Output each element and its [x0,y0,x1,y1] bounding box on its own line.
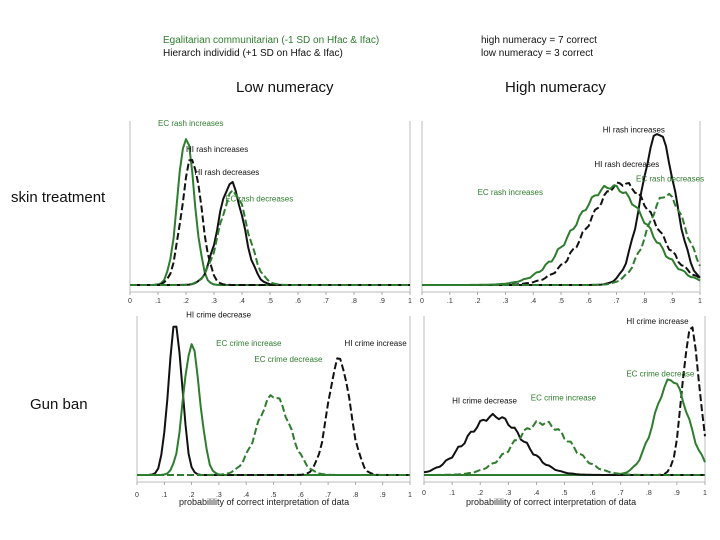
x-tick-label: 0 [135,492,139,499]
x-tick-label: .8 [641,298,647,305]
series-line-ec-rash-decreases [422,192,701,286]
series-line-ec-rash-increases [130,138,410,286]
series-line-ec-crime-decrease [137,394,410,476]
x-tick-label: 1 [408,298,412,305]
x-tick-label: 0 [128,298,132,305]
annotation-hi-rash-decreases: HI rash decreases [194,168,259,177]
legend-ec-label: Egalitarian communitarian (-1 SD on Hfac… [163,35,380,46]
series-line-hi-rash-increases [422,133,701,286]
x-tick-label: .5 [267,298,273,305]
legend-hi-label: Hierarch individid (+1 SD on Hfac & Ifac… [163,48,343,59]
x-tick-label: 0 [422,490,426,497]
series-line-hi-rash-decreases [422,181,701,286]
x-tick-label: .9 [674,490,680,497]
x-tick-label: .4 [533,490,539,497]
x-tick-label: .6 [590,490,596,497]
x-tick-label: .3 [216,492,222,499]
row-label-gun-ban: Gun ban [30,396,88,413]
x-tick-label: .2 [189,492,195,499]
legend-right: high numeracy = 7 correct low numeracy =… [481,34,597,60]
x-tick-label: .1 [155,298,161,305]
x-tick-label: .1 [447,298,453,305]
x-tick-label: .9 [380,492,386,499]
annotation-ec-rash-increases: EC rash increases [158,119,223,128]
legend-left: Egalitarian communitarian (-1 SD on Hfac… [163,34,379,60]
x-tick-label: .6 [298,492,304,499]
x-tick-label: .4 [243,492,249,499]
row-label-skin-treatment: skin treatment [11,189,106,206]
x-tick-label: .7 [618,490,624,497]
x-tick-label: .4 [239,298,245,305]
legend-high-numeracy: high numeracy = 7 correct [481,35,597,46]
annotation-hi-crime-decrease: HI crime decrease [452,396,517,405]
panel-frame-2 [421,121,701,293]
x-tick-label: .6 [586,298,592,305]
series-line-ec-crime-increase [424,420,705,476]
x-axis-label-right: probabilility of correct interpretation … [466,497,637,507]
column-title-low-numeracy: Low numeracy [236,79,334,96]
x-tick-label: .3 [502,298,508,305]
annotation-hi-crime-increase: HI crime increase [626,317,689,326]
x-tick-label: .1 [449,490,455,497]
x-tick-label: .5 [271,492,277,499]
x-tick-label: .8 [351,298,357,305]
annotation-hi-crime-decrease: HI crime decrease [186,311,251,320]
series-line-hi-crime-decrease [137,325,410,476]
annotation-hi-rash-increases: HI rash increases [186,145,248,154]
series-line-hi-rash-increases [130,159,410,286]
series-line-hi-crime-increase [137,357,410,476]
annotation-ec-crime-increase: EC crime increase [531,393,597,402]
annotation-hi-rash-decreases: HI rash decreases [594,160,659,169]
x-tick-label: .7 [325,492,331,499]
annotation-ec-crime-decrease: EC crime decrease [626,369,695,378]
series-line-ec-crime-decrease [424,378,706,476]
annotation-hi-rash-increases: HI rash increases [603,125,665,134]
column-title-high-numeracy: High numeracy [505,79,606,96]
x-tick-label: 0 [420,298,424,305]
x-tick-label: .1 [161,492,167,499]
x-tick-label: .7 [323,298,329,305]
x-tick-label: .3 [211,298,217,305]
annotation-ec-rash-decreases: EC rash decreases [636,175,704,184]
annotation-hi-crime-increase: HI crime increase [344,339,407,348]
x-tick-label: .6 [295,298,301,305]
x-tick-label: .2 [475,298,481,305]
x-tick-label: .3 [505,490,511,497]
series-line-hi-crime-decrease [423,412,705,476]
series-line-ec-rash-increases [422,184,701,286]
x-tick-label: .8 [646,490,652,497]
legend-low-numeracy: low numeracy = 3 correct [481,48,593,59]
x-tick-label: .4 [530,298,536,305]
series-line-ec-rash-decreases [130,189,410,286]
x-tick-label: .5 [558,298,564,305]
annotation-ec-rash-decreases: EC rash decreases [225,194,293,203]
x-tick-label: 1 [703,490,707,497]
x-tick-label: .7 [614,298,620,305]
x-tick-label: 1 [408,492,412,499]
annotation-ec-crime-decrease: EC crime decrease [254,355,323,364]
x-tick-label: .2 [183,298,189,305]
x-tick-label: 1 [698,298,702,305]
x-tick-label: .9 [669,298,675,305]
annotation-ec-rash-increases: EC rash increases [478,188,543,197]
x-tick-label: .8 [352,492,358,499]
x-tick-label: .2 [477,490,483,497]
x-tick-label: .5 [562,490,568,497]
x-axis-label-left: probabilility of correct interpretation … [179,497,350,507]
annotation-ec-crime-increase: EC crime increase [216,339,282,348]
x-tick-label: .9 [379,298,385,305]
